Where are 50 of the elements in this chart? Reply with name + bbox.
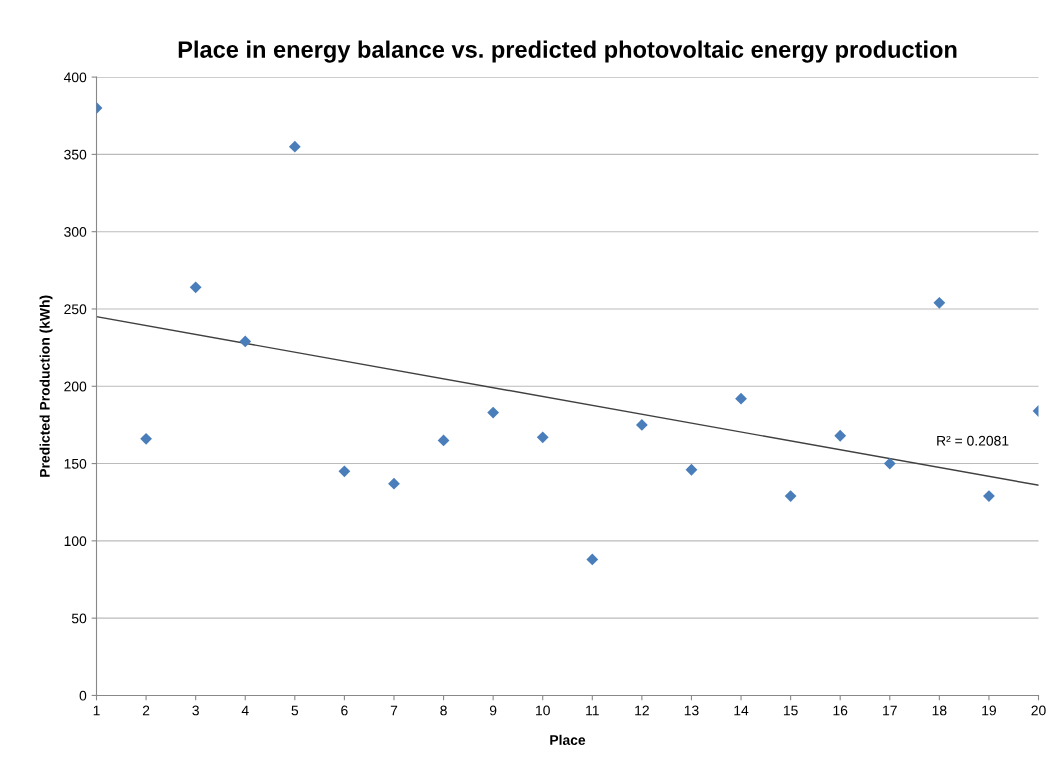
y-tick-label: 300 [64,227,87,237]
point [487,406,500,419]
x-tick-label: 3 [192,705,199,716]
point [635,419,648,431]
x-tick-label: 8 [440,705,447,716]
x-tick-label: 5 [291,705,299,716]
x-tick-label: 9 [489,705,497,716]
y-tick-label: 200 [64,381,87,392]
point [140,432,152,445]
x-tick-label: 14 [734,705,749,716]
y-tick-label: 0 [79,690,87,701]
x-tick-label: 18 [932,705,947,716]
point [834,429,847,442]
point [784,490,797,502]
point [288,140,301,153]
y-tick-label: 350 [64,149,87,160]
y-tick-label: 400 [63,72,87,83]
x-tick-label: 4 [241,705,249,716]
point [586,553,599,566]
x-tick-label: 1 [93,705,100,716]
point [735,392,747,405]
x-tick-label: 11 [586,705,599,716]
x-tick-label: 17 [883,705,897,716]
point [536,431,549,444]
x-tick-label: 13 [684,705,699,716]
annotation: R² = 0.2081 [937,435,1009,446]
point [685,463,698,476]
point [239,335,252,348]
x-tick-label: 20 [1031,705,1046,716]
y-tick-label: 250 [64,304,87,315]
x-tick-label: 10 [536,705,550,716]
y-tick-label: 150 [64,458,87,469]
chart-title: Place in energy balance vs. predicted photovoltaic energy production [178,40,957,63]
x-axis-title: Place [550,734,586,745]
point [388,477,400,490]
point [933,296,946,309]
x-tick-label: 7 [390,705,398,716]
point [189,281,202,294]
y-tick-label: 100 [64,536,87,547]
x-tick-label: 15 [783,705,798,716]
point [437,434,450,447]
x-tick-label: 16 [833,705,848,716]
x-tick-label: 6 [341,705,348,716]
x-tick-label: 2 [142,705,150,716]
x-tick-label: 12 [635,705,649,716]
y-tick-label: 50 [71,613,87,624]
y-axis-title: Predicted Production (kWh) [39,295,53,477]
x-tick-label: 19 [982,705,996,716]
point [883,457,896,470]
point [338,465,351,478]
